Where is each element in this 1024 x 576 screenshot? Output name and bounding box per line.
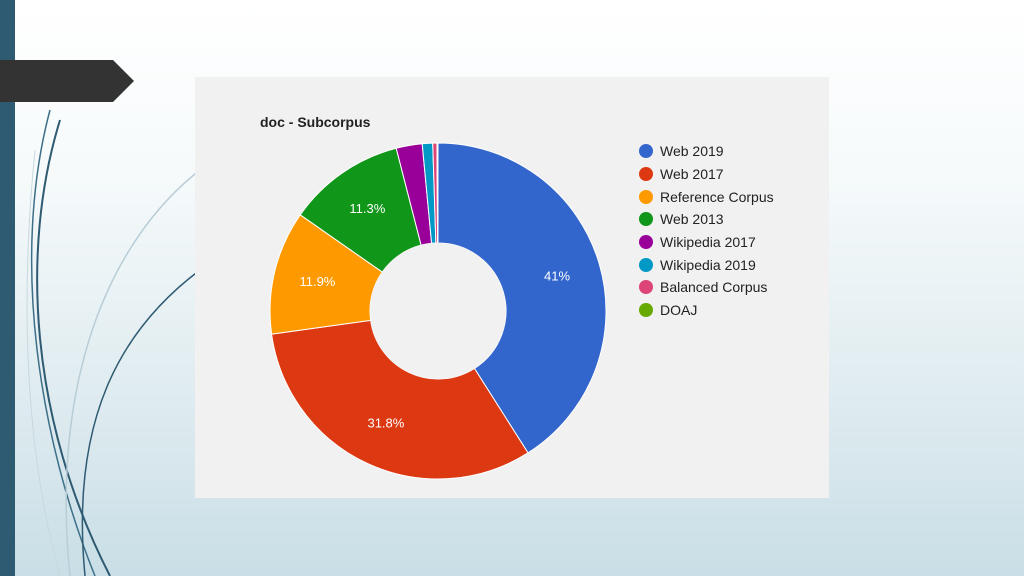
legend-label: Reference Corpus xyxy=(660,188,774,205)
legend-label: DOAJ xyxy=(660,302,698,319)
legend-item-wikipedia-2019: Wikipedia 2019 xyxy=(639,253,774,276)
legend-item-doaj: DOAJ xyxy=(639,299,774,322)
donut-chart: 41% 31.8% 11.9% 11.3% xyxy=(269,142,607,480)
chart-panel: doc - Subcorpus 41% 31.8% 11.9% 11.3% Web 2… xyxy=(195,77,829,498)
legend-label: Balanced Corpus xyxy=(660,279,768,296)
legend-item-wikipedia-2017: Wikipedia 2017 xyxy=(639,231,774,254)
legend-swatch xyxy=(639,212,653,227)
data-label-web-2013: 11.3% xyxy=(349,201,385,216)
data-label-web-2017: 31.8% xyxy=(367,416,404,431)
legend-swatch xyxy=(639,235,653,250)
legend-label: Web 2013 xyxy=(660,211,724,228)
left-accent-bar xyxy=(0,0,15,576)
legend-item-web-2019: Web 2019 xyxy=(639,140,774,163)
legend-label: Wikipedia 2017 xyxy=(660,234,756,251)
legend-item-web-2013: Web 2013 xyxy=(639,208,774,231)
legend-label: Web 2017 xyxy=(660,166,724,183)
title-tab xyxy=(0,60,134,102)
legend-swatch xyxy=(639,280,653,295)
legend-item-reference-corpus: Reference Corpus xyxy=(639,185,774,208)
donut-hole xyxy=(370,243,506,379)
chart-legend: Web 2019 Web 2017 Reference Corpus Web 2013… xyxy=(639,140,774,322)
legend-swatch xyxy=(639,144,653,159)
data-label-reference-corpus: 11.9% xyxy=(299,274,335,289)
chart-title: doc - Subcorpus xyxy=(260,114,371,130)
legend-item-balanced-corpus: Balanced Corpus xyxy=(639,276,774,299)
slice-doaj xyxy=(436,142,439,244)
legend-swatch xyxy=(639,303,653,318)
legend-item-web-2017: Web 2017 xyxy=(639,163,774,186)
legend-swatch xyxy=(639,189,653,204)
legend-swatch xyxy=(639,257,653,272)
legend-label: Wikipedia 2019 xyxy=(660,256,756,273)
legend-swatch xyxy=(639,167,653,182)
legend-label: Web 2019 xyxy=(660,143,724,160)
data-label-web-2019: 41% xyxy=(544,268,570,283)
